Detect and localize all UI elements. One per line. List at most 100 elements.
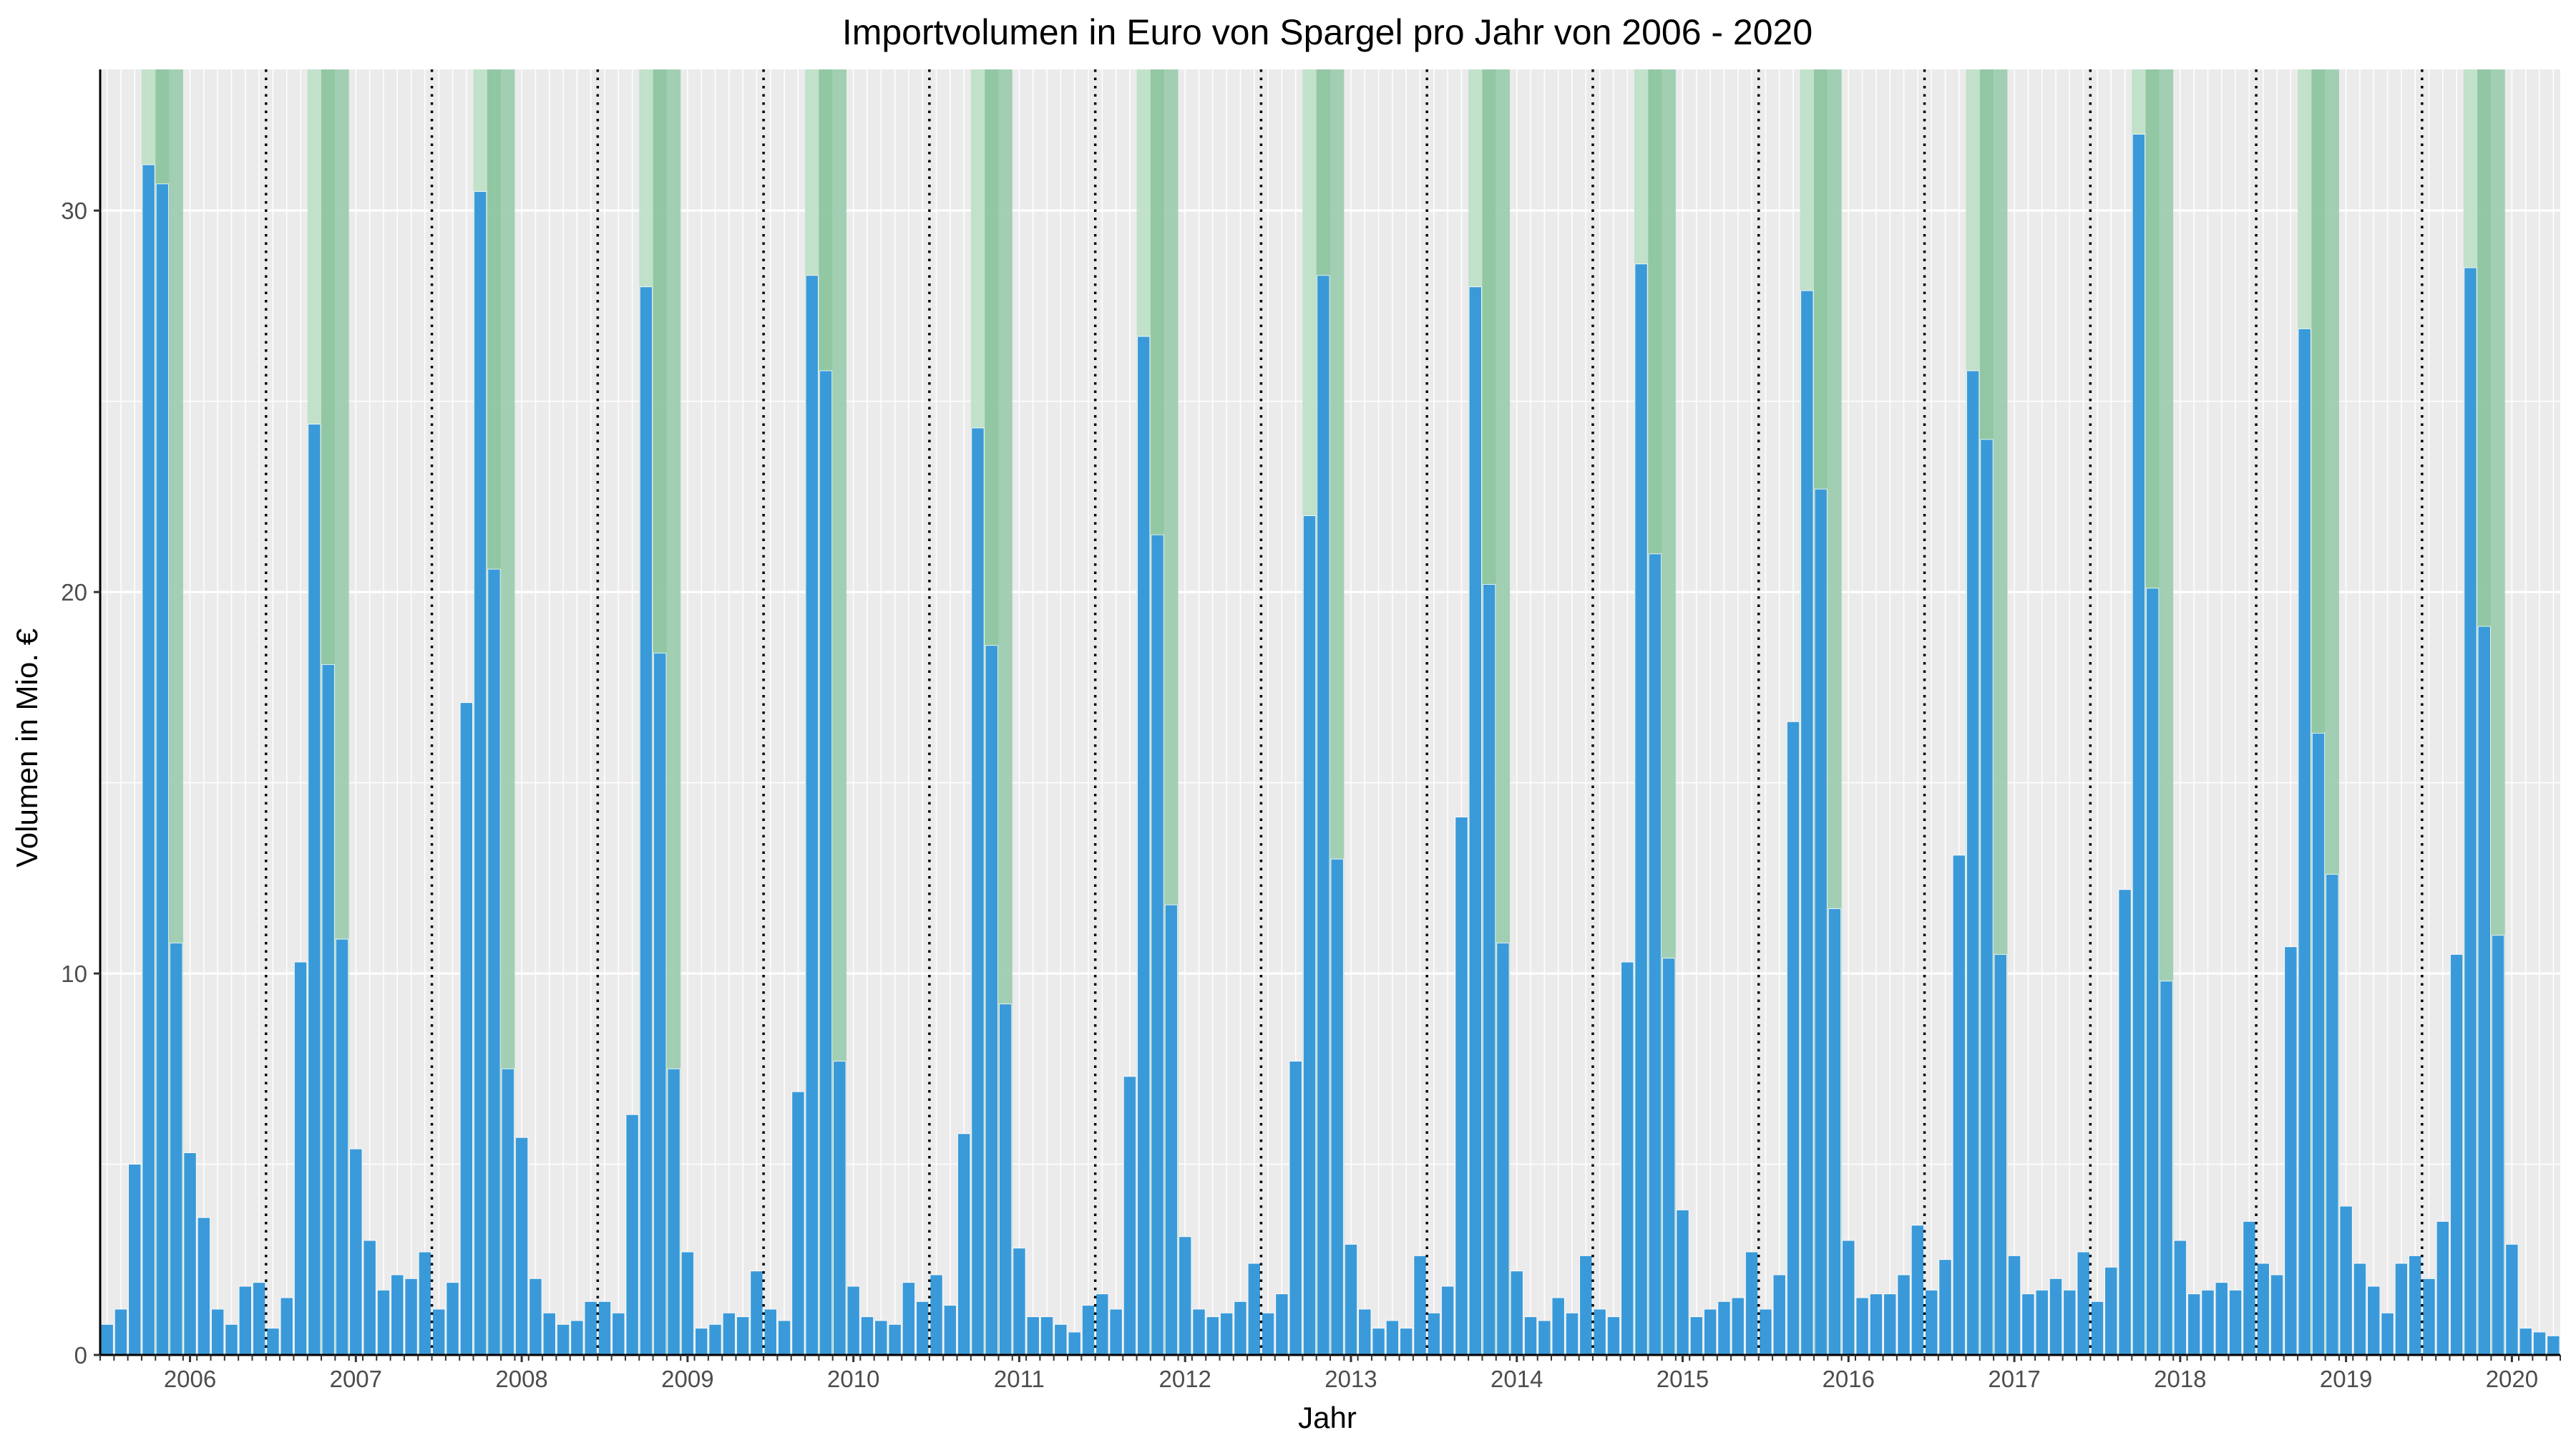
bar — [1054, 1323, 1068, 1356]
bar — [1938, 1259, 1952, 1356]
bar — [985, 645, 998, 1356]
x-tick-label: 2006 — [164, 1366, 216, 1392]
bar — [1483, 584, 1496, 1356]
bar — [1441, 1286, 1455, 1356]
bar — [1524, 1316, 1538, 1356]
bar — [1344, 1244, 1358, 1356]
bar — [819, 370, 833, 1356]
bar — [363, 1240, 376, 1356]
x-tick-label: 2016 — [1823, 1366, 1875, 1392]
bar — [2118, 889, 2132, 1356]
bar — [1317, 275, 1330, 1356]
bar — [446, 1282, 459, 1356]
bar — [2035, 1290, 2049, 1356]
bar — [211, 1308, 225, 1356]
bar — [1759, 1308, 1772, 1356]
bar — [501, 1068, 514, 1356]
bar — [1980, 439, 1994, 1356]
bar — [2367, 1286, 2381, 1356]
bar — [1897, 1274, 1911, 1356]
bar — [888, 1323, 902, 1356]
bar — [487, 568, 501, 1356]
bar — [515, 1137, 529, 1356]
bar — [335, 938, 349, 1356]
bar — [667, 1068, 680, 1356]
bar — [791, 1091, 805, 1356]
bar — [930, 1274, 943, 1356]
chart-title: Importvolumen in Euro von Spargel pro Ja… — [842, 12, 1813, 52]
x-tick-label: 2015 — [1657, 1366, 1709, 1392]
bar — [1634, 263, 1648, 1356]
bar — [1262, 1312, 1275, 1356]
bar — [2049, 1278, 2063, 1356]
bar — [584, 1301, 597, 1356]
bar — [2146, 588, 2160, 1356]
bar — [1040, 1316, 1054, 1356]
bar — [653, 652, 667, 1356]
bar — [1289, 1061, 1302, 1356]
bar — [114, 1308, 128, 1356]
bar — [639, 286, 653, 1356]
bar — [1731, 1297, 1745, 1356]
bar — [1551, 1297, 1565, 1356]
bar — [2492, 935, 2505, 1356]
bar — [971, 427, 985, 1356]
bar — [1358, 1308, 1372, 1356]
bar — [556, 1323, 570, 1356]
bar — [2519, 1328, 2532, 1356]
bar — [1621, 961, 1634, 1356]
bar — [570, 1320, 584, 1356]
bar — [1565, 1312, 1579, 1356]
bar — [722, 1312, 736, 1356]
y-tick-label: 20 — [61, 579, 87, 606]
bar — [2422, 1278, 2436, 1356]
bar — [763, 1308, 777, 1356]
bar — [2547, 1335, 2560, 1356]
x-tick-label: 2011 — [994, 1366, 1045, 1392]
bar — [750, 1270, 763, 1356]
bar — [418, 1251, 431, 1356]
bar — [2326, 874, 2339, 1356]
highlight-band — [666, 69, 681, 1355]
bar — [2077, 1251, 2090, 1356]
bar — [999, 1004, 1013, 1356]
bar — [1013, 1248, 1026, 1356]
bar — [1247, 1263, 1261, 1356]
bar — [680, 1251, 694, 1356]
bar — [253, 1282, 266, 1356]
bar — [2256, 1263, 2270, 1356]
bar — [128, 1164, 142, 1356]
bar — [874, 1320, 888, 1356]
x-tick-label: 2017 — [1988, 1366, 2040, 1392]
bar — [2505, 1244, 2519, 1356]
bar — [1842, 1240, 1855, 1356]
y-tick-label: 0 — [74, 1342, 87, 1369]
bar — [1123, 1076, 1136, 1356]
bar — [280, 1297, 293, 1356]
bar — [1689, 1316, 1703, 1356]
bar — [1413, 1255, 1427, 1356]
bar — [2104, 1267, 2118, 1356]
bar — [2187, 1293, 2201, 1356]
bar — [1468, 286, 1482, 1356]
bar — [1455, 817, 1468, 1356]
bar — [2464, 267, 2477, 1356]
bar — [2160, 981, 2173, 1356]
bar — [1096, 1293, 1109, 1356]
bar — [1510, 1270, 1523, 1356]
axes: 0 10 20 30 2006 2007 2008 2009 2010 2011 2012 2013 2… — [61, 69, 2561, 1392]
bar — [1593, 1308, 1606, 1356]
bar — [238, 1286, 252, 1356]
bar — [1538, 1320, 1551, 1356]
bar — [1717, 1301, 1731, 1356]
bar — [376, 1290, 391, 1356]
bar — [1869, 1293, 1883, 1356]
bar — [266, 1328, 280, 1356]
bar — [2063, 1290, 2077, 1356]
bar — [432, 1308, 446, 1356]
bar — [902, 1282, 915, 1356]
bar — [542, 1312, 556, 1356]
bar — [2270, 1274, 2284, 1356]
bar — [805, 275, 819, 1356]
